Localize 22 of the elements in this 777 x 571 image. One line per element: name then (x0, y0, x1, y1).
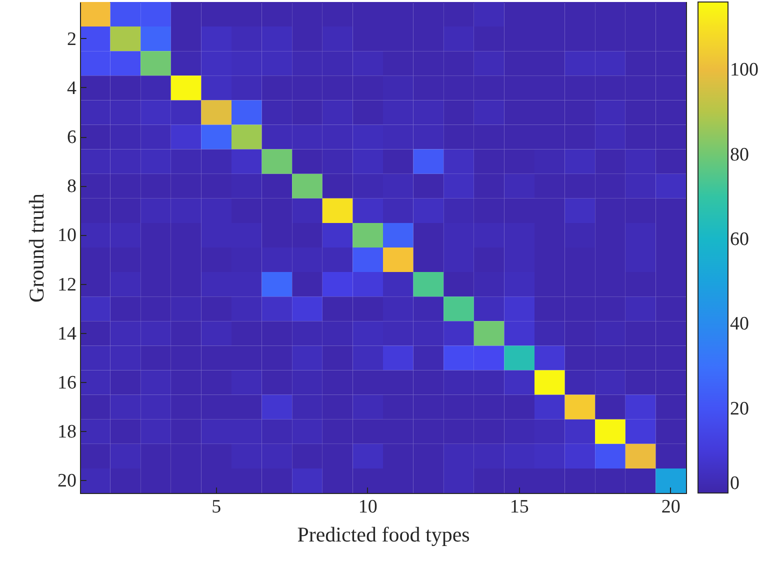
y-tick-label: 12 (58, 274, 76, 296)
y-tick-label: 8 (67, 176, 76, 198)
color-bar-label: 60 (730, 229, 749, 250)
x-tick-label: 20 (661, 496, 680, 518)
y-tick-label: 4 (67, 78, 77, 99)
color-bar-label: 100 (730, 60, 758, 81)
y-tick-label: 2 (67, 28, 76, 50)
y-tick-label: 14 (58, 323, 77, 344)
y-tick-label: 16 (58, 372, 76, 394)
y-axis-title: Ground truth (24, 192, 48, 303)
x-tick-label: 10 (358, 496, 378, 518)
y-tick-label: 6 (67, 127, 76, 148)
color-bar-label: 40 (730, 314, 749, 335)
y-tick-label: 10 (58, 225, 76, 246)
x-tick-label: 15 (510, 496, 529, 518)
x-tick-label: 5 (212, 496, 222, 518)
x-axis-title: Predicted food types (297, 522, 470, 546)
y-tick-label: 20 (58, 470, 76, 492)
color-bar-label: 80 (730, 144, 749, 166)
y-tick-label: 18 (58, 422, 76, 443)
color-bar-label: 20 (730, 398, 749, 420)
color-bar-label: 0 (730, 473, 740, 494)
